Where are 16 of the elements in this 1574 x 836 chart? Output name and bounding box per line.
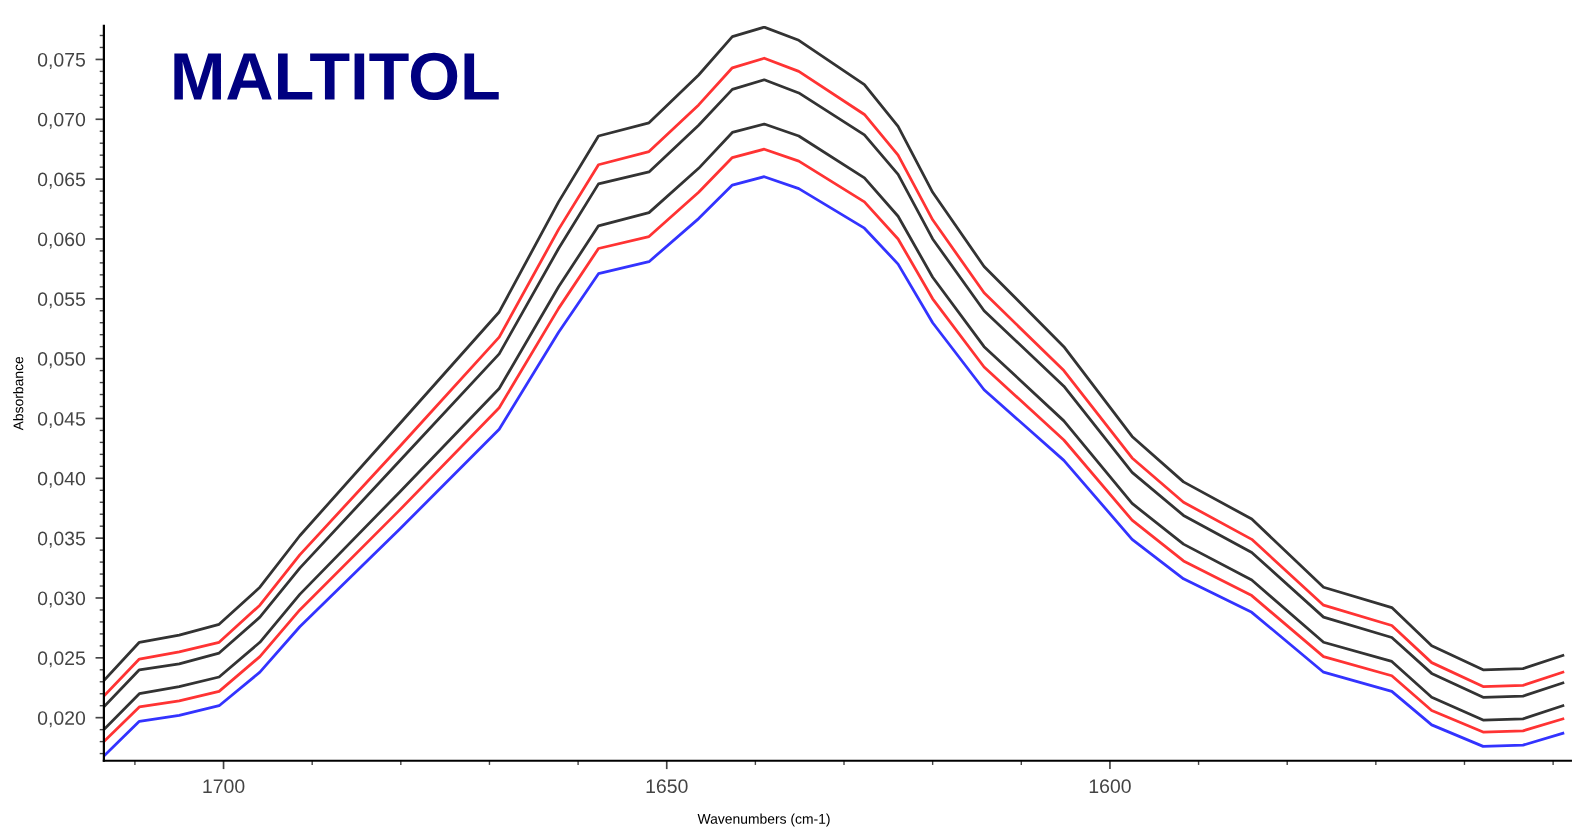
x-tick-label: 1600: [1089, 779, 1131, 794]
x-tick-label: 1650: [646, 779, 688, 794]
y-tick-label: 0,035: [37, 531, 86, 548]
y-tick-label: 0,075: [37, 52, 86, 69]
y-tick-label: 0,040: [37, 471, 86, 488]
y-tick-label: 0,030: [37, 591, 86, 608]
y-tick-label: 0,020: [37, 711, 86, 728]
x-tick-label: 1700: [203, 779, 245, 794]
y-tick-label: 0,060: [37, 232, 86, 249]
y-tick-label: 0,055: [37, 292, 86, 309]
y-tick-label: 0,050: [37, 352, 86, 369]
y-tick-label: 0,045: [37, 411, 86, 428]
y-tick-label: 0,070: [37, 112, 86, 129]
chart-title: MALTITOL: [174, 52, 499, 101]
y-tick-label: 0,025: [37, 651, 86, 668]
y-tick-label: 0,065: [37, 172, 86, 189]
